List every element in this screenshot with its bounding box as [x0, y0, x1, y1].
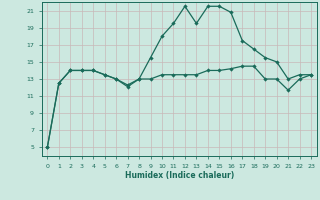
- X-axis label: Humidex (Indice chaleur): Humidex (Indice chaleur): [124, 171, 234, 180]
